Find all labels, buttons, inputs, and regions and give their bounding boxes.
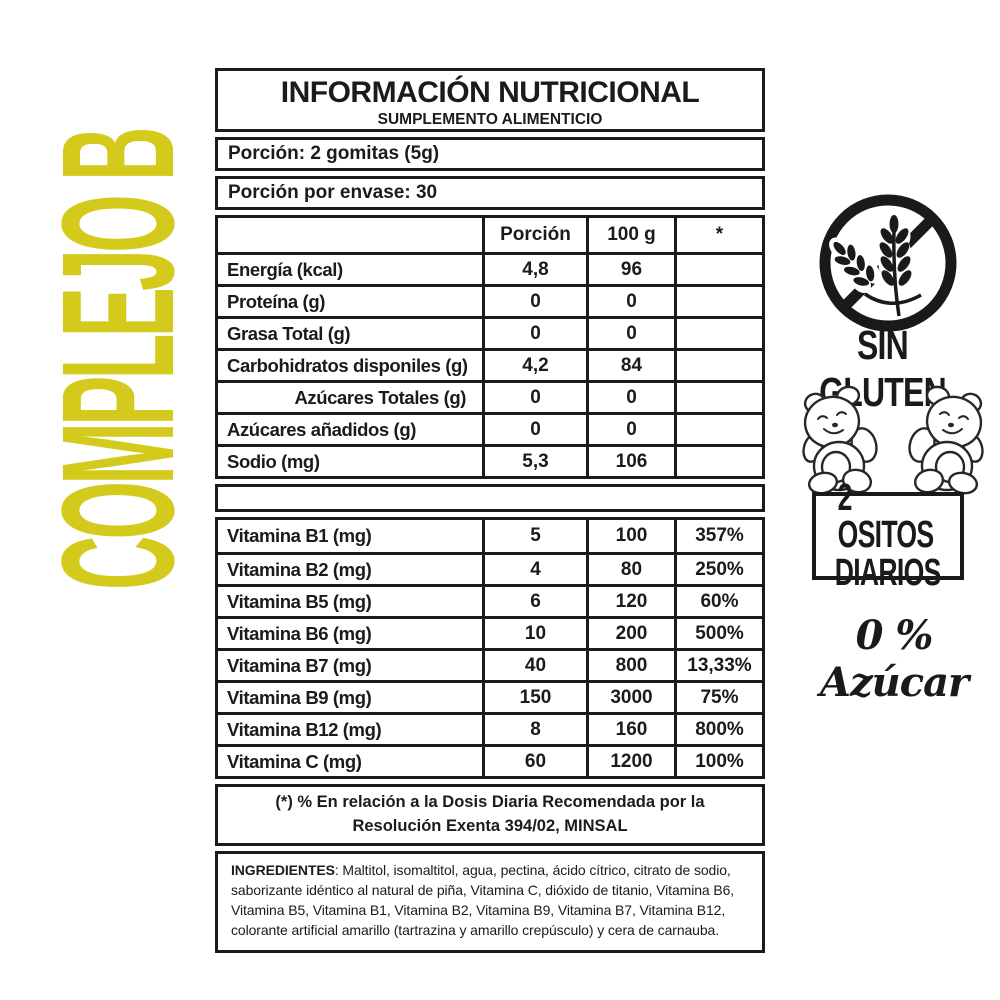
vitamin-dv-value: 500% [674, 619, 762, 648]
vitamin-dv-value: 13,33% [674, 651, 762, 680]
header-asterisk: * [674, 218, 762, 252]
nutrient-label: Energía (kcal) [227, 258, 343, 280]
daily-bears-badge: 2 OSITOS DIARIOS [812, 479, 964, 592]
vitamin-row: Vitamina B9 (mg) 150 3000 75% [218, 680, 762, 712]
nutrient-dv-value [674, 447, 762, 476]
nutrient-row: Energía (kcal) 4,8 96 [218, 252, 762, 284]
nutrient-dv-value [674, 255, 762, 284]
vitamin-dv-value: 60% [674, 587, 762, 616]
label-subtitle: SUMPLEMENTO ALIMENTICIO [377, 111, 603, 128]
nutrient-porcion-value: 5,3 [482, 447, 586, 476]
nutrient-label: Azúcares añadidos (g) [227, 418, 416, 440]
vitamin-porcion-value: 60 [482, 747, 586, 776]
nutrient-100g-value: 0 [586, 319, 674, 348]
nutrient-porcion-value: 4,8 [482, 255, 586, 284]
vitamin-100g-value: 3000 [586, 683, 674, 712]
header-100g: 100 g [586, 218, 674, 252]
nutrient-row: Grasa Total (g) 0 0 [218, 316, 762, 348]
gluten-free-icon [819, 194, 957, 332]
vitamin-dv-value: 75% [674, 683, 762, 712]
nutrition-label: INFORMACIÓN NUTRICIONAL SUMPLEMENTO ALIM… [215, 68, 765, 958]
nutrient-100g-value: 96 [586, 255, 674, 284]
vitamin-100g-value: 1200 [586, 747, 674, 776]
vitamin-row: Vitamina B12 (mg) 8 160 800% [218, 712, 762, 744]
vitamin-porcion-value: 10 [482, 619, 586, 648]
nutrient-100g-value: 0 [586, 415, 674, 444]
vitamin-label: Vitamina B2 (mg) [227, 558, 372, 580]
footnote: (*) % En relación a la Dosis Diaria Reco… [215, 784, 765, 846]
ingredients-label: INGREDIENTES [231, 862, 335, 878]
vitamin-100g-value: 100 [586, 520, 674, 552]
vitamin-100g-value: 160 [586, 715, 674, 744]
vitamin-porcion-value: 5 [482, 520, 586, 552]
vitamin-label: Vitamina B1 (mg) [227, 525, 372, 546]
nutrient-row: Carbohidratos disponiles (g) 4,2 84 [218, 348, 762, 380]
label-title-box: INFORMACIÓN NUTRICIONAL SUMPLEMENTO ALIM… [215, 68, 765, 132]
nutrient-dv-value [674, 319, 762, 348]
vitamin-label: Vitamina B5 (mg) [227, 590, 372, 612]
nutrient-dv-value [674, 351, 762, 380]
ingredients: INGREDIENTES: Maltitol, isomaltitol, agu… [215, 851, 765, 953]
nutrient-100g-value: 0 [586, 383, 674, 412]
nutrient-row: Proteína (g) 0 0 [218, 284, 762, 316]
nutrient-porcion-value: 4,2 [482, 351, 586, 380]
nutrient-row: Sodio (mg) 5,3 106 [218, 444, 762, 476]
nutrient-label: Sodio (mg) [227, 450, 320, 472]
vitamin-dv-value: 800% [674, 715, 762, 744]
vitamin-dv-value: 100% [674, 747, 762, 776]
vitamin-label: Vitamina B7 (mg) [227, 654, 372, 676]
vitamins-table: Vitamina B1 (mg) 5 100 357% Vitamina B2 … [215, 517, 765, 779]
servings-line: Porción por envase: 30 [215, 176, 765, 210]
vitamin-100g-value: 800 [586, 651, 674, 680]
vitamin-label: Vitamina B9 (mg) [227, 686, 372, 708]
vitamin-dv-value: 357% [674, 520, 762, 552]
label-title: INFORMACIÓN NUTRICIONAL [280, 76, 700, 109]
sugar-free-text: 0 % Azúcar [819, 612, 969, 706]
nutrient-label: Proteína (g) [227, 290, 325, 312]
vitamin-row: Vitamina C (mg) 60 1200 100% [218, 744, 762, 776]
nutrient-dv-value [674, 383, 762, 412]
header-empty [218, 218, 482, 252]
spacer-row [215, 484, 765, 512]
nutrient-porcion-value: 0 [482, 383, 586, 412]
nutrient-label: Carbohidratos disponiles (g) [227, 354, 468, 376]
nutrient-label: Grasa Total (g) [227, 322, 351, 344]
nutrient-row: Azúcares Totales (g) 0 0 [218, 380, 762, 412]
vitamin-label: Vitamina B12 (mg) [227, 718, 382, 740]
nutrient-dv-value [674, 415, 762, 444]
nutrient-100g-value: 0 [586, 287, 674, 316]
vitamin-porcion-value: 40 [482, 651, 586, 680]
vitamin-row: Vitamina B6 (mg) 10 200 500% [218, 616, 762, 648]
portion-line: Porción: 2 gomitas (5g) [215, 137, 765, 171]
vitamin-label: Vitamina B6 (mg) [227, 622, 372, 644]
nutrient-porcion-value: 0 [482, 287, 586, 316]
ingredients-text: : Maltitol, isomaltitol, agua, pectina, … [231, 862, 735, 938]
header-porcion: Porción [482, 218, 586, 252]
vitamin-100g-value: 120 [586, 587, 674, 616]
vitamin-row: Vitamina B7 (mg) 40 800 13,33% [218, 648, 762, 680]
main-nutrient-table: Porción 100 g * Energía (kcal) 4,8 96 Pr… [215, 215, 765, 479]
vitamin-dv-value: 250% [674, 555, 762, 584]
vitamin-label: Vitamina C (mg) [227, 750, 362, 772]
vitamin-row: Vitamina B2 (mg) 4 80 250% [218, 552, 762, 584]
vitamin-porcion-value: 150 [482, 683, 586, 712]
nutrient-porcion-value: 0 [482, 319, 586, 348]
table-header-row: Porción 100 g * [218, 218, 762, 252]
vitamin-porcion-value: 4 [482, 555, 586, 584]
brand-vertical-text: COMPLEJO B [28, 130, 207, 590]
nutrient-100g-value: 84 [586, 351, 674, 380]
vitamin-100g-value: 200 [586, 619, 674, 648]
nutrient-dv-value [674, 287, 762, 316]
vitamin-porcion-value: 8 [482, 715, 586, 744]
nutrient-100g-value: 106 [586, 447, 674, 476]
nutrient-row: Azúcares añadidos (g) 0 0 [218, 412, 762, 444]
nutrient-porcion-value: 0 [482, 415, 586, 444]
vitamin-porcion-value: 6 [482, 587, 586, 616]
vitamin-row: Vitamina B1 (mg) 5 100 357% [218, 520, 762, 552]
daily-bears-line1: 2 OSITOS [837, 477, 935, 557]
nutrient-label: Azúcares Totales (g) [294, 386, 466, 408]
vitamin-100g-value: 80 [586, 555, 674, 584]
daily-bears-line2: DIARIOS [835, 551, 942, 594]
vitamin-row: Vitamina B5 (mg) 6 120 60% [218, 584, 762, 616]
